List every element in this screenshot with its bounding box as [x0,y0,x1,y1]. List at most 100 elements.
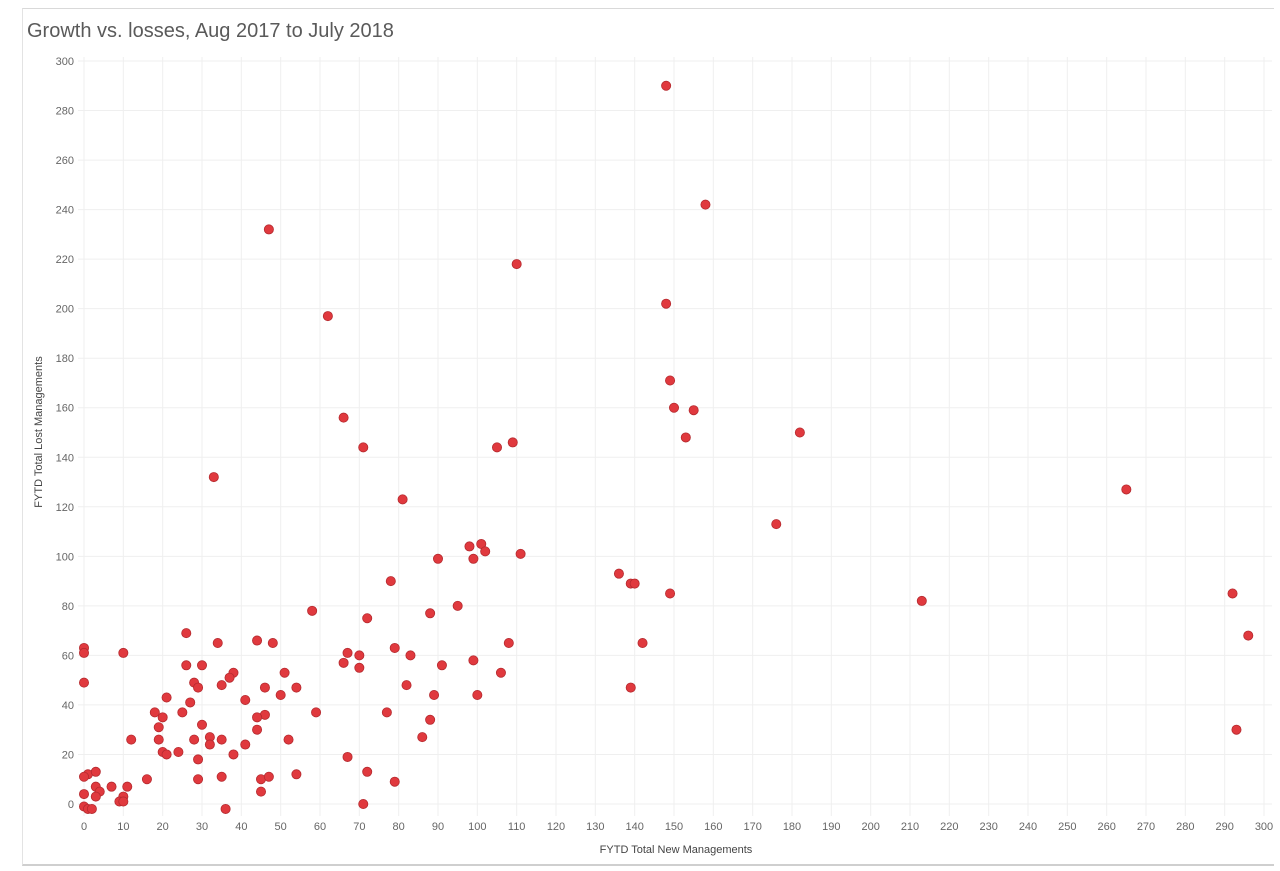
data-point[interactable] [216,771,227,782]
data-point[interactable] [1231,724,1242,735]
data-point[interactable] [196,719,207,730]
data-point[interactable] [79,789,90,800]
data-point[interactable] [149,707,160,718]
data-point[interactable] [126,734,137,745]
data-point[interactable] [358,799,369,810]
data-point[interactable] [354,662,365,673]
data-point[interactable] [354,650,365,661]
data-point[interactable] [153,722,164,733]
data-point[interactable] [275,690,286,701]
data-point[interactable] [511,259,522,270]
data-point[interactable] [468,553,479,564]
data-point[interactable] [401,680,412,691]
data-point[interactable] [291,769,302,780]
data-point[interactable] [425,608,436,619]
data-point[interactable] [212,638,223,649]
data-point[interactable] [153,734,164,745]
data-point[interactable] [189,734,200,745]
data-point[interactable] [106,781,117,792]
data-point[interactable] [680,432,691,443]
data-point[interactable] [397,494,408,505]
data-point[interactable] [79,647,90,658]
data-point[interactable] [311,707,322,718]
data-point[interactable] [1243,630,1254,641]
data-point[interactable] [1121,484,1132,495]
data-point[interactable] [405,650,416,661]
data-point[interactable] [389,642,400,653]
data-point[interactable] [161,692,172,703]
data-point[interactable] [771,519,782,530]
data-point[interactable] [342,751,353,762]
data-point[interactable] [291,682,302,693]
data-point[interactable] [208,472,219,483]
data-point[interactable] [472,690,483,701]
data-point[interactable] [185,697,196,708]
data-point[interactable] [263,224,274,235]
data-point[interactable] [436,660,447,671]
data-point[interactable] [252,724,263,735]
data-point[interactable] [613,568,624,579]
data-point[interactable] [118,796,129,807]
data-point[interactable] [196,660,207,671]
data-point[interactable] [283,734,294,745]
data-point[interactable] [669,402,680,413]
data-point[interactable] [259,682,270,693]
data-point[interactable] [358,442,369,453]
data-point[interactable] [389,776,400,787]
data-point[interactable] [322,311,333,322]
data-point[interactable] [255,786,266,797]
data-point[interactable] [177,707,188,718]
data-point[interactable] [79,677,90,688]
data-point[interactable] [665,375,676,386]
data-point[interactable] [118,647,129,658]
data-point[interactable] [252,635,263,646]
data-point[interactable] [429,690,440,701]
data-point[interactable] [480,546,491,557]
data-point[interactable] [224,672,235,683]
data-point[interactable] [491,442,502,453]
data-point[interactable] [362,613,373,624]
data-point[interactable] [252,712,263,723]
data-point[interactable] [161,749,172,760]
data-point[interactable] [507,437,518,448]
data-point[interactable] [1227,588,1238,599]
data-point[interactable] [464,541,475,552]
data-point[interactable] [688,405,699,416]
data-point[interactable] [90,791,101,802]
data-point[interactable] [432,553,443,564]
data-point[interactable] [79,771,90,782]
data-point[interactable] [515,548,526,559]
data-point[interactable] [625,682,636,693]
data-point[interactable] [916,595,927,606]
data-point[interactable] [338,412,349,423]
data-point[interactable] [637,638,648,649]
data-point[interactable] [240,694,251,705]
data-point[interactable] [495,667,506,678]
data-point[interactable] [173,746,184,757]
data-point[interactable] [181,628,192,639]
data-point[interactable] [90,766,101,777]
data-point[interactable] [362,766,373,777]
data-point[interactable] [122,781,133,792]
data-point[interactable] [417,732,428,743]
data-point[interactable] [665,588,676,599]
data-point[interactable] [228,749,239,760]
data-point[interactable] [661,80,672,91]
data-point[interactable] [181,660,192,671]
data-point[interactable] [385,576,396,587]
data-point[interactable] [794,427,805,438]
data-point[interactable] [86,803,97,814]
data-point[interactable] [220,803,231,814]
data-point[interactable] [307,605,318,616]
data-point[interactable] [216,680,227,691]
data-point[interactable] [452,600,463,611]
data-point[interactable] [381,707,392,718]
data-point[interactable] [342,647,353,658]
data-point[interactable] [240,739,251,750]
data-point[interactable] [267,638,278,649]
data-point[interactable] [193,754,204,765]
data-point[interactable] [338,657,349,668]
data-point[interactable] [193,682,204,693]
data-point[interactable] [141,774,152,785]
data-point[interactable] [157,712,168,723]
